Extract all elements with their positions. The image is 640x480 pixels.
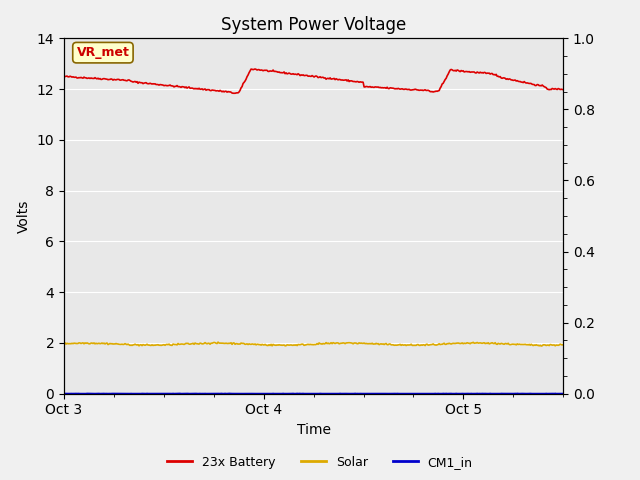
Text: VR_met: VR_met (77, 46, 129, 59)
CM1_in (63, 391, 71, 396)
23x Battery (230, 90, 238, 96)
23x Battery (302, 72, 310, 78)
23x Battery (300, 72, 307, 78)
Solar (559, 342, 567, 348)
CM1_in (549, 391, 557, 396)
CM1_in (298, 391, 306, 396)
Solar (538, 343, 545, 349)
CM1_in (559, 391, 567, 396)
CM1_in (301, 391, 309, 396)
Solar (332, 341, 339, 347)
Solar (214, 339, 222, 345)
23x Battery (549, 86, 557, 92)
23x Battery (359, 79, 367, 85)
Solar (301, 342, 309, 348)
CM1_in (513, 391, 521, 396)
CM1_in (358, 391, 366, 396)
CM1_in (332, 391, 339, 396)
Solar (298, 341, 306, 347)
Title: System Power Voltage: System Power Voltage (221, 16, 406, 34)
Y-axis label: Volts: Volts (17, 199, 31, 233)
CM1_in (60, 391, 68, 396)
23x Battery (471, 70, 479, 76)
Solar (470, 340, 478, 346)
Solar (358, 340, 366, 346)
Line: Solar: Solar (64, 342, 563, 346)
Solar (60, 340, 68, 346)
X-axis label: Time: Time (296, 423, 331, 437)
Legend: 23x Battery, Solar, CM1_in: 23x Battery, Solar, CM1_in (163, 451, 477, 474)
23x Battery (332, 76, 340, 82)
23x Battery (559, 87, 567, 93)
CM1_in (470, 391, 478, 396)
23x Battery (252, 66, 259, 72)
Line: 23x Battery: 23x Battery (64, 69, 563, 93)
Solar (549, 342, 557, 348)
23x Battery (60, 73, 68, 79)
